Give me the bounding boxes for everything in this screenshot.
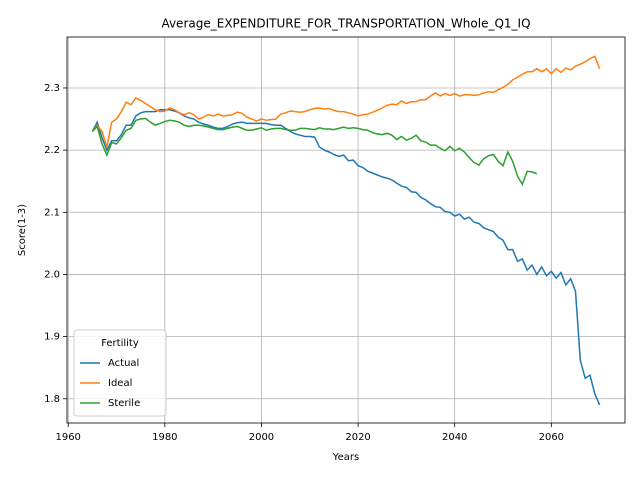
plot-frame [66, 36, 626, 424]
x-tick-label: 2060 [539, 432, 564, 443]
line-series [91, 117, 538, 187]
x-tick-label: 1960 [55, 432, 80, 443]
x-tick-label: 2020 [345, 432, 370, 443]
x-tick-label: 2040 [442, 432, 467, 443]
y-tick-label: 2.3 [44, 83, 60, 94]
legend-box [73, 329, 167, 417]
legend-label: Ideal [108, 378, 132, 389]
legend-label: Sterile [108, 398, 140, 409]
line-series [91, 55, 601, 148]
line-series [91, 108, 601, 406]
x-tick-label: 1980 [152, 432, 177, 443]
y-tick-label: 1.8 [44, 394, 60, 405]
y-tick-label: 2.2 [44, 145, 60, 156]
x-tick-label: 2000 [249, 432, 274, 443]
y-tick-label: 2.1 [44, 207, 60, 218]
x-axis-label: Years [332, 452, 359, 463]
y-tick-label: 1.9 [44, 332, 60, 343]
legend-title: Fertility [101, 338, 139, 349]
y-axis-label: Score(1-3) [17, 204, 28, 256]
chart-title: Average_EXPENDITURE_FOR_TRANSPORTATION_W… [161, 17, 530, 31]
y-tick-label: 2.0 [44, 269, 60, 280]
legend-label: Actual [108, 358, 139, 369]
